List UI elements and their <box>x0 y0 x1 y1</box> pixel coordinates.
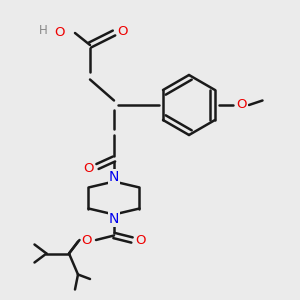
Text: O: O <box>136 233 146 247</box>
Text: O: O <box>118 25 128 38</box>
Text: N: N <box>109 170 119 184</box>
Text: H: H <box>39 23 48 37</box>
Text: O: O <box>82 233 92 247</box>
Text: O: O <box>54 26 65 40</box>
Text: O: O <box>236 98 247 112</box>
Text: N: N <box>109 212 119 226</box>
Text: O: O <box>83 161 94 175</box>
